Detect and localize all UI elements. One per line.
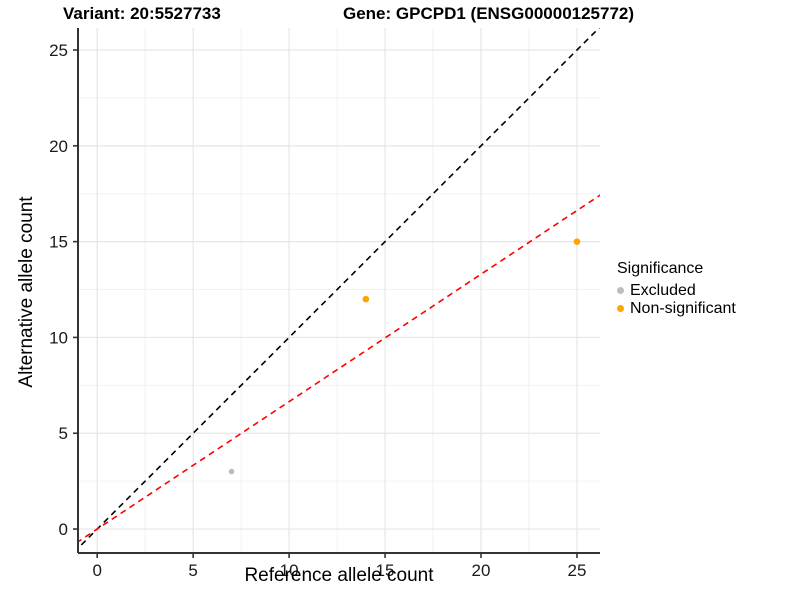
data-points	[228, 238, 581, 475]
x-tick-label: 10	[280, 561, 299, 580]
y-tick-label: 15	[49, 233, 68, 252]
x-tick-label: 25	[568, 561, 587, 580]
y-tick-label: 20	[49, 137, 68, 156]
x-axis-label: Reference allele count	[244, 565, 434, 586]
reference-lines	[78, 28, 600, 550]
y-tick-label: 0	[59, 520, 68, 539]
axis-ticks: 0 0 5 5 10 10 15 15 20 20 25 25	[49, 41, 586, 580]
plot-title-gene: Gene: GPCPD1 (ENSG00000125772)	[343, 4, 635, 23]
y-tick-label: 5	[59, 424, 68, 443]
legend-item-label: Excluded	[630, 281, 696, 299]
legend: Significance Excluded Non-significant	[617, 260, 736, 317]
y-axis-label: Alternative allele count	[16, 196, 37, 388]
data-point	[362, 295, 370, 303]
legend-item-label: Non-significant	[630, 299, 736, 317]
axis-lines	[77, 28, 600, 554]
legend-item-non-significant: Non-significant	[617, 300, 736, 317]
x-tick-label: 0	[92, 561, 101, 580]
regression-line	[78, 194, 600, 543]
x-tick-label: 20	[472, 561, 491, 580]
x-tick-label: 5	[188, 561, 197, 580]
minor-gridlines	[78, 28, 600, 553]
major-gridlines	[78, 28, 600, 553]
x-tick-label: 15	[376, 561, 395, 580]
data-point	[573, 238, 581, 245]
y-tick-label: 10	[49, 328, 68, 347]
legend-item-excluded: Excluded	[617, 282, 736, 299]
data-point	[228, 468, 235, 475]
identity-line	[78, 28, 600, 550]
excluded-dot-icon	[617, 287, 624, 294]
non-significant-dot-icon	[617, 305, 624, 312]
y-tick-label: 25	[49, 41, 68, 60]
plot-title-variant: Variant: 20:5527733	[63, 4, 221, 23]
legend-title: Significance	[617, 260, 704, 277]
